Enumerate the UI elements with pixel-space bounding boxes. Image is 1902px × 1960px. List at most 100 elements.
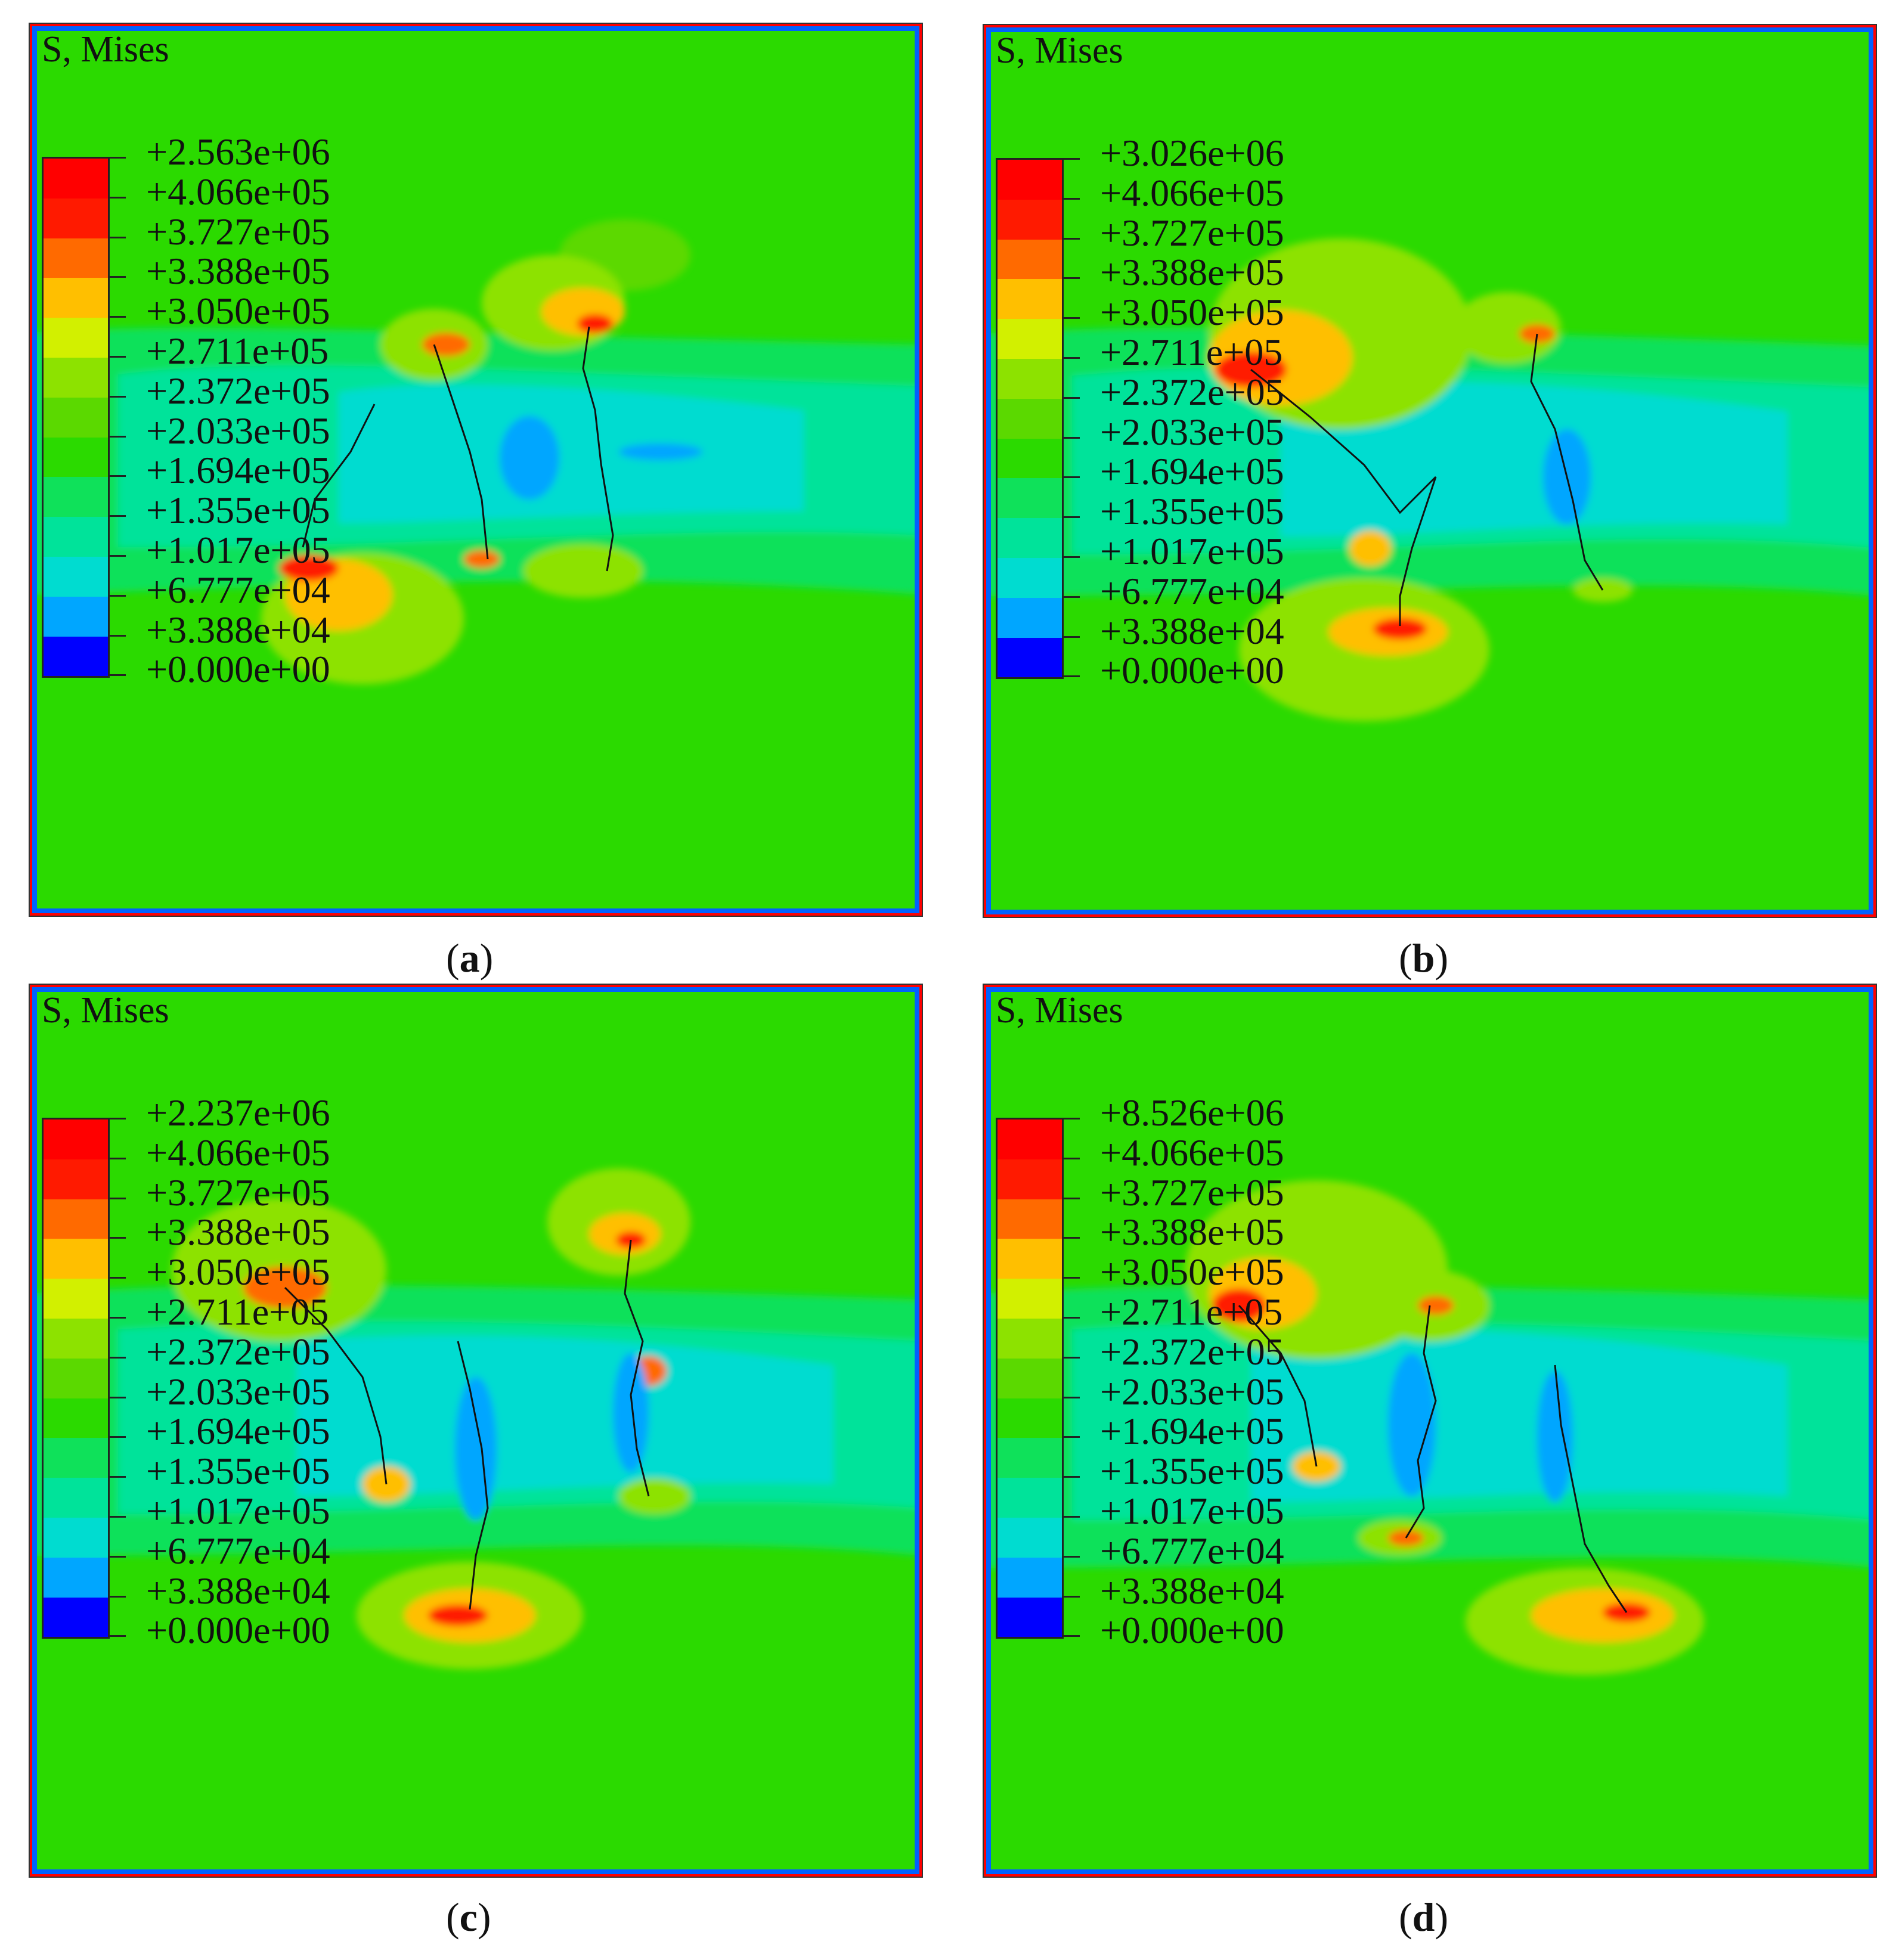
legend-tick [108, 316, 126, 318]
legend-swatch [44, 596, 108, 637]
legend-label: +6.777e+04 [146, 1529, 330, 1572]
legend-label: +3.727e+05 [146, 1171, 330, 1214]
legend-label: +1.355e+05 [146, 489, 330, 532]
contour-plot-c [29, 984, 923, 1878]
legend-tick [1062, 1396, 1080, 1398]
legend-tick [1062, 1436, 1080, 1438]
caption-letter: d [1412, 1894, 1435, 1940]
contour-plot-b [983, 24, 1877, 918]
legend-swatch [998, 1597, 1062, 1638]
legend-tick [1062, 197, 1080, 200]
legend-swatch [998, 438, 1062, 479]
legend-tick [108, 475, 126, 477]
legend-swatch [998, 1119, 1062, 1159]
legend-swatch [998, 1438, 1062, 1478]
legend-tick [1062, 596, 1080, 598]
legend-color-bar [996, 1118, 1064, 1639]
legend-swatch [998, 279, 1062, 320]
legend-swatch [998, 478, 1062, 519]
legend-swatch [44, 1478, 108, 1518]
legend-swatch [44, 278, 108, 318]
legend-swatch [44, 477, 108, 517]
legend-label: +1.017e+05 [146, 1490, 330, 1532]
legend-swatch [998, 1279, 1062, 1319]
caption-open-paren: ( [1399, 1894, 1412, 1940]
legend-tick [108, 1595, 126, 1598]
legend-tick [108, 1157, 126, 1159]
legend-label: +2.711e+05 [1100, 1291, 1283, 1333]
legend-tick [1062, 277, 1080, 280]
legend-swatch [44, 1119, 108, 1159]
caption-letter: b [1412, 935, 1435, 981]
legend-swatch [44, 357, 108, 398]
legend-tick [108, 196, 126, 199]
plot-title: S, Mises [42, 990, 169, 1031]
legend-swatch [998, 398, 1062, 439]
legend-tick [108, 1635, 126, 1638]
legend-tick [108, 236, 126, 238]
legend-label: +3.050e+05 [146, 1251, 330, 1294]
contour-plot-d [983, 984, 1877, 1878]
panel-caption: (d) [1399, 1897, 1448, 1937]
legend-label: +1.355e+05 [1100, 490, 1284, 533]
legend-tick [1062, 396, 1080, 399]
legend-tick [108, 1317, 126, 1319]
legend-color-bar [996, 158, 1064, 680]
panel-b: S, Mises +3.026 [983, 24, 1877, 978]
legend-swatch [998, 1517, 1062, 1558]
legend-label: +2.237e+06 [146, 1091, 330, 1134]
legend-tick [1062, 1197, 1080, 1199]
legend-swatch [998, 637, 1062, 678]
legend-swatch [44, 1597, 108, 1638]
legend-tick [1062, 516, 1080, 519]
caption-open-paren: ( [1399, 935, 1412, 981]
legend-label: +0.000e+00 [1100, 1609, 1284, 1652]
legend-tick [108, 1277, 126, 1279]
legend-swatch [998, 518, 1062, 558]
plot-title: S, Mises [996, 30, 1123, 71]
contour-plot-a [29, 23, 923, 917]
legend-tick [1062, 1356, 1080, 1359]
legend-label: +1.694e+05 [146, 449, 330, 492]
legend-tick [108, 1476, 126, 1478]
panel-c: S, Mises +2.237 [29, 984, 923, 1937]
legend-swatch [998, 557, 1062, 598]
legend-label: +3.727e+05 [1100, 1171, 1284, 1214]
legend-tick [108, 356, 126, 358]
legend-tick [108, 1516, 126, 1518]
plot-title: S, Mises [42, 29, 169, 70]
legend-tick [1062, 1476, 1080, 1478]
legend-label: +2.563e+06 [146, 131, 330, 173]
legend-tick [108, 594, 126, 597]
caption-open-paren: ( [446, 1894, 460, 1940]
legend-label: +1.355e+05 [1100, 1450, 1284, 1493]
legend-label: +1.017e+05 [1100, 530, 1284, 572]
legend-swatch [44, 1279, 108, 1319]
legend-tick [1062, 436, 1080, 439]
caption-close-paren: ) [479, 935, 494, 981]
legend-label: +3.388e+04 [146, 1569, 330, 1612]
legend-label: +3.388e+04 [146, 608, 330, 651]
legend-label: +0.000e+00 [146, 648, 330, 691]
legend-label: +8.526e+06 [1100, 1091, 1284, 1134]
legend-swatch [44, 1318, 108, 1359]
legend-label: +3.727e+05 [146, 210, 330, 253]
legend-label: +1.355e+05 [146, 1450, 330, 1493]
panel-d: S, Mises +8.526 [983, 984, 1877, 1937]
legend-label: +2.033e+05 [146, 1370, 330, 1413]
legend-tick [1062, 1277, 1080, 1279]
legend-tick [1062, 1237, 1080, 1239]
legend-tick [108, 1118, 126, 1119]
legend-label: +2.711e+05 [146, 1291, 329, 1333]
legend-label: +2.033e+05 [1100, 1370, 1284, 1413]
legend-label: +6.777e+04 [1100, 1529, 1284, 1572]
legend-label: +3.388e+05 [1100, 1211, 1284, 1254]
legend-label: +1.017e+05 [1100, 1490, 1284, 1532]
legend-label: +2.372e+05 [146, 369, 330, 412]
legend-swatch [44, 198, 108, 238]
legend-tick [108, 1237, 126, 1239]
legend-swatch [44, 1239, 108, 1279]
caption-letter: a [459, 935, 480, 981]
legend-tick [1062, 635, 1080, 638]
legend-swatch [998, 239, 1062, 280]
